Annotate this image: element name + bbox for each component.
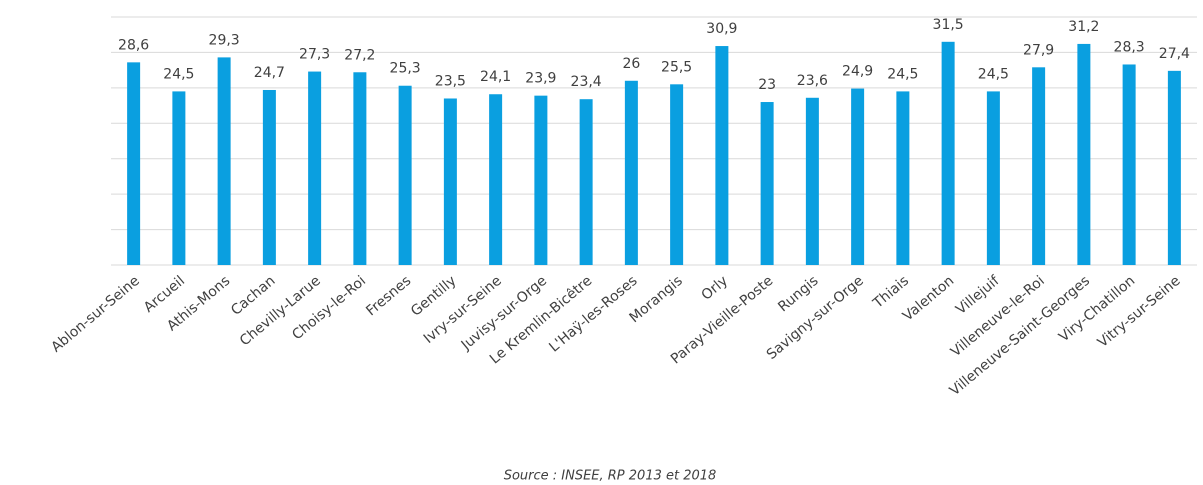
- bar: [353, 72, 367, 265]
- x-tick-label: Vitry-sur-Seine: [1095, 273, 1184, 351]
- value-label: 28,6: [118, 37, 149, 53]
- bar: [262, 89, 276, 266]
- bar: [579, 99, 593, 266]
- value-label: 23,4: [571, 74, 602, 90]
- value-label: 23,9: [525, 71, 556, 87]
- bar: [1032, 67, 1046, 266]
- value-label: 27,3: [299, 47, 330, 63]
- value-label: 23,5: [435, 73, 466, 89]
- bar: [398, 85, 412, 265]
- value-label: 24,5: [887, 66, 918, 82]
- value-label: 30,9: [706, 21, 737, 37]
- x-tick-label: Orly: [699, 273, 731, 304]
- value-label: 28,3: [1114, 39, 1145, 55]
- x-tick-label: Fresnes: [363, 273, 414, 319]
- bar: [172, 91, 186, 266]
- value-label: 31,2: [1068, 19, 1099, 35]
- bar: [1122, 64, 1136, 265]
- bar: [1077, 43, 1091, 265]
- bar: [308, 71, 322, 265]
- value-label: 23,6: [797, 73, 828, 89]
- bar: [986, 91, 1000, 266]
- x-tick-label: Chevilly-Larue: [237, 273, 324, 349]
- value-label: 26: [622, 56, 640, 72]
- bar: [624, 80, 638, 266]
- x-tick-label: Ablon-sur-Seine: [48, 273, 142, 356]
- value-label: 27,4: [1159, 46, 1190, 62]
- bar: [941, 41, 955, 265]
- bar: [896, 91, 910, 266]
- bar: [534, 95, 548, 265]
- bar: [670, 84, 684, 265]
- bar: [489, 94, 503, 265]
- x-tick-label: Ivry-sur-Seine: [421, 273, 505, 347]
- value-label: 27,2: [344, 47, 375, 63]
- value-label: 24,5: [978, 66, 1009, 82]
- bar: [851, 88, 865, 266]
- value-label: 29,3: [209, 32, 240, 48]
- bar: [217, 57, 231, 265]
- x-tick-label: Valenton: [900, 273, 957, 325]
- bar: [715, 46, 729, 266]
- value-label: 25,3: [390, 61, 421, 77]
- value-label: 24,1: [480, 69, 511, 85]
- value-label: 24,7: [254, 65, 285, 81]
- bar: [760, 102, 774, 266]
- value-label: 31,5: [933, 17, 964, 33]
- bar: [1167, 70, 1181, 265]
- bar: [127, 62, 141, 265]
- source-note: Source : INSEE, RP 2013 et 2018: [504, 469, 717, 484]
- value-label: 24,9: [842, 64, 873, 80]
- value-label: 23: [758, 77, 776, 93]
- value-label: 25,5: [661, 59, 692, 75]
- value-label: 24,5: [163, 66, 194, 82]
- value-label: 27,9: [1023, 42, 1054, 58]
- bar: [443, 98, 457, 265]
- bar: [805, 97, 819, 265]
